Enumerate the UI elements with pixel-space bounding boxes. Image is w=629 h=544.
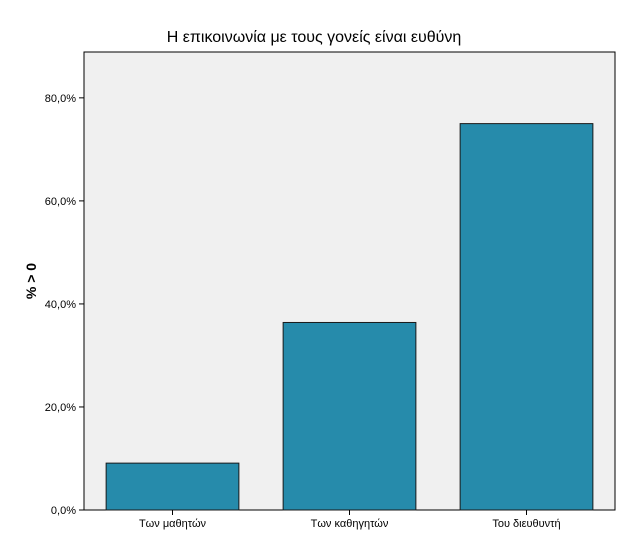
- bars-layer: [105, 123, 594, 511]
- y-tick-label-5: 80,0%: [45, 93, 76, 105]
- y-tick-label-4: 60,0%: [45, 196, 76, 208]
- bar-1: [105, 462, 240, 511]
- y-axis-ticks: 0,0% 20,0% 40,0% 60,0% 80,0%: [45, 93, 84, 517]
- x-axis-ticks: Των μαθητών Των καθηγητών Του διευθυντή: [139, 510, 561, 530]
- y-tick-label-3: 40,0%: [45, 299, 76, 311]
- y-tick-label-2: 20,0%: [45, 402, 76, 414]
- chart-title: Η επικοινωνία με τους γονείς είναι ευθύν…: [167, 29, 462, 46]
- x-tick-label-2: Των καθηγητών: [311, 518, 389, 530]
- bar-3: [459, 123, 594, 511]
- y-tick-label-1: 0,0%: [51, 505, 76, 517]
- x-tick-label-3: Του διευθυντή: [492, 518, 560, 530]
- y-axis-label: % > 0: [23, 263, 39, 299]
- bar-2: [282, 321, 417, 511]
- x-tick-label-1: Των μαθητών: [139, 518, 207, 530]
